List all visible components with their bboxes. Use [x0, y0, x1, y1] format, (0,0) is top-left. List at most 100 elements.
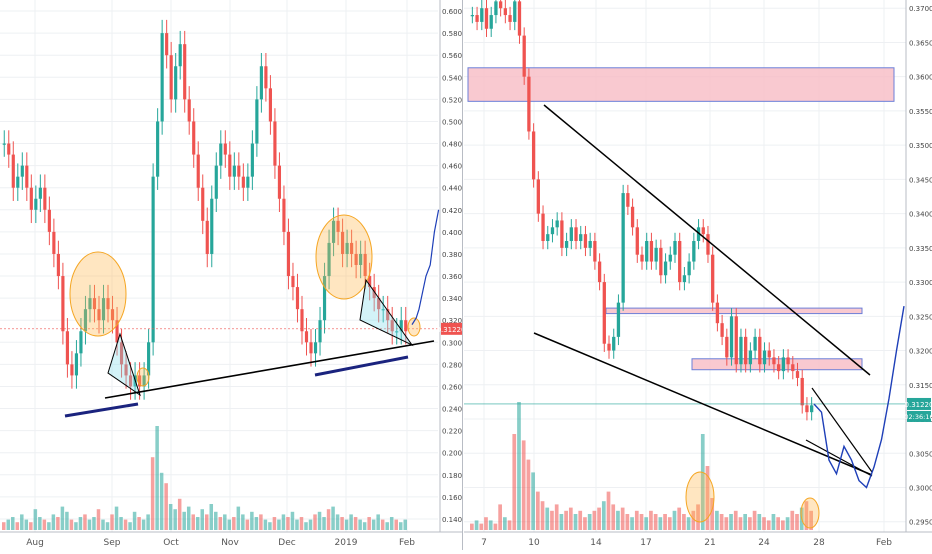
candle-body	[715, 302, 720, 324]
candle-body	[156, 121, 160, 177]
candle-body	[621, 193, 625, 303]
volume-bar	[159, 472, 164, 530]
candle-body	[696, 227, 701, 242]
y-tick-label: 0.60000	[442, 8, 462, 16]
x-tick-label: Feb	[876, 538, 892, 548]
volume-bar	[601, 501, 606, 530]
volume-bar	[606, 491, 611, 530]
candle-body	[318, 320, 322, 343]
volume-bar	[164, 483, 168, 530]
y-tick-label: 0.18000	[442, 472, 462, 480]
volume-bar	[250, 511, 254, 530]
volume-bar	[696, 504, 700, 530]
candle-body	[101, 298, 106, 321]
volume-bar	[92, 517, 96, 530]
volume-bar	[209, 504, 214, 530]
volume-bar	[550, 510, 554, 530]
candle-body	[781, 357, 786, 372]
volume-bar	[559, 514, 564, 530]
candle-body	[174, 66, 178, 100]
candle-body	[124, 364, 128, 376]
y-tick-label: 0.42000	[442, 207, 462, 215]
volume-bar	[254, 517, 259, 530]
candle-body	[762, 350, 767, 365]
candle-body	[106, 298, 110, 310]
volume-bar	[110, 514, 114, 530]
volume-bar	[564, 510, 568, 530]
y-tick-label: 0.22000	[442, 428, 462, 436]
candle-body	[214, 165, 218, 199]
wedge-inner-line	[811, 387, 873, 473]
candle-body	[701, 227, 705, 235]
candle-body	[711, 254, 715, 303]
candle-body	[341, 231, 345, 254]
volume-bar	[531, 472, 535, 530]
y-tick-label: 0.50000	[442, 118, 462, 126]
candle-body	[223, 143, 227, 155]
candle-body	[390, 320, 394, 332]
candle-body	[809, 405, 814, 413]
volume-bar	[60, 506, 65, 530]
volume-bar	[804, 501, 809, 530]
volume-bar	[738, 517, 743, 530]
volume-bar	[403, 519, 407, 530]
candle-body	[322, 276, 327, 321]
x-tick-label: Sep	[104, 538, 121, 548]
candle-body	[498, 1, 503, 9]
volume-bar	[78, 517, 83, 530]
candle-body	[304, 331, 309, 343]
candle-body	[295, 287, 300, 310]
candle-body	[259, 66, 263, 100]
volume-bar	[200, 509, 204, 530]
candle-body	[668, 254, 672, 262]
volume-bar	[205, 514, 209, 530]
volume-bar	[653, 514, 658, 530]
volume-bar	[398, 522, 403, 530]
candle-body	[97, 309, 101, 321]
y-tick-label: 0.54000	[442, 74, 462, 82]
volume-bar	[733, 510, 738, 530]
volume-bar	[592, 510, 597, 530]
volume-bar	[101, 519, 105, 530]
candle-body	[25, 165, 29, 188]
volume-bar	[47, 522, 51, 530]
candle-body	[187, 99, 191, 122]
candle-body	[663, 261, 668, 276]
candle-body	[588, 241, 592, 248]
volume-bar	[474, 520, 479, 530]
candle-body	[550, 227, 555, 235]
volume-bar	[507, 520, 512, 530]
candle-body	[503, 8, 507, 16]
candle-body	[142, 375, 146, 387]
candle-body	[65, 331, 69, 365]
candle-body	[205, 220, 209, 254]
volume-bar	[20, 514, 24, 530]
candle-body	[739, 336, 743, 365]
candle-body	[377, 298, 381, 310]
candle-body	[61, 276, 65, 332]
candle-body	[541, 213, 545, 242]
candle-body	[678, 241, 682, 283]
volume-bar	[658, 517, 663, 530]
y-tick-label: 0.52000	[442, 96, 462, 104]
volume-bar	[611, 504, 616, 530]
candle-body	[508, 15, 512, 22]
support-line	[314, 355, 409, 377]
volume-bar	[182, 511, 186, 530]
x-tick-label: 10	[528, 538, 540, 548]
candle-body	[178, 44, 182, 67]
candle-body	[626, 193, 630, 207]
candle-body	[645, 241, 649, 262]
y-tick-label: 0.24000	[442, 406, 462, 414]
y-tick-label: 0.16000	[442, 494, 462, 502]
resistance-zone	[605, 307, 863, 315]
wedge-triangle	[359, 278, 414, 347]
